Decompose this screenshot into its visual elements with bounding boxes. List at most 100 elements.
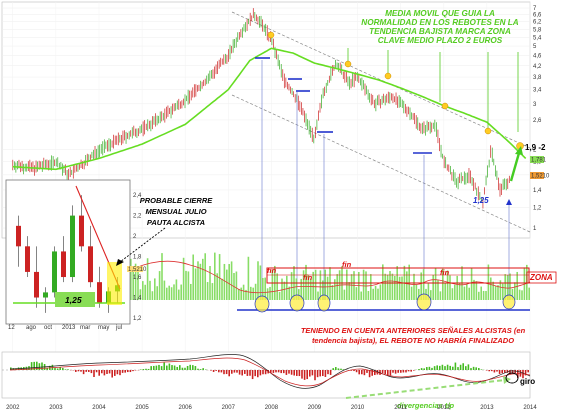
- oscillator-bar: [98, 370, 100, 376]
- oscillator-bar: [251, 370, 254, 380]
- y-tick-label: 2,6: [533, 118, 542, 124]
- oscillator-bar: [77, 370, 80, 372]
- volume-bar: [288, 286, 290, 300]
- y-tick-label: 1,4: [533, 188, 542, 194]
- volume-bar: [130, 258, 132, 300]
- volume-bar: [444, 283, 446, 300]
- volume-bar: [226, 269, 228, 300]
- oscillator-bar: [202, 368, 204, 370]
- oscillator-bar: [36, 361, 38, 370]
- oscillator-panel: [1, 351, 531, 399]
- x-tick-label: 2008: [265, 405, 279, 411]
- oscillator-bar: [374, 370, 376, 376]
- fin-label-1: fin: [267, 266, 277, 275]
- volume-bar: [204, 253, 206, 300]
- oscillator-bar: [337, 368, 340, 370]
- volume-bar: [314, 269, 317, 300]
- oscillator-bar: [254, 370, 256, 377]
- volume-bar: [451, 288, 454, 300]
- x-tick-label: 2007: [222, 405, 236, 411]
- probable-annotation: PROBABLE CIERRE MENSUAL JULIO PAUTA ALCI…: [140, 196, 214, 227]
- volume-bar: [334, 279, 336, 300]
- oscillator-bar: [85, 370, 87, 372]
- inset-y-tick: 1,6: [133, 275, 142, 281]
- oscillator-bar: [358, 370, 360, 375]
- volume-bar: [480, 286, 482, 300]
- volume-bar: [370, 274, 372, 300]
- y-tick-label: 6,6: [533, 13, 542, 19]
- oscillator-bar: [160, 366, 163, 370]
- oscillator-bar: [517, 370, 519, 378]
- oscillator-bar: [199, 369, 202, 370]
- oscillator-bar: [111, 370, 113, 378]
- oscillator-bar: [452, 366, 454, 370]
- inset-tag: 1,5210: [128, 267, 147, 273]
- volume-bar: [398, 276, 401, 300]
- oscillator-bar: [449, 365, 451, 370]
- oscillator-bar: [290, 370, 293, 375]
- oscillator-bar: [509, 370, 511, 374]
- probable-line-2: MENSUAL JULIO: [145, 207, 206, 216]
- oscillator-bar: [501, 370, 503, 374]
- oscillator-bar: [423, 368, 425, 370]
- oscillator-bar: [88, 370, 90, 372]
- volume-bar: [478, 291, 480, 300]
- volume-bar: [158, 271, 161, 300]
- volume-bar: [463, 286, 466, 300]
- volume-bar: [163, 280, 166, 300]
- volume-bar: [283, 281, 286, 300]
- volume-bar: [432, 274, 434, 300]
- inset-x-tick: 2013: [62, 325, 76, 331]
- oscillator-bar: [46, 367, 48, 370]
- note-line-1: TENIENDO EN CUENTA ANTERIORES SEÑALES AL…: [301, 326, 526, 335]
- volume-bar: [202, 258, 204, 300]
- oscillator-bar: [293, 370, 295, 376]
- oscillator-bar: [95, 370, 98, 373]
- oscillator-bar: [342, 369, 345, 370]
- volume-bar: [418, 288, 420, 300]
- y-tick-label: 5,8: [533, 27, 542, 33]
- volume-bar: [446, 270, 449, 300]
- volume-bar: [250, 286, 252, 300]
- volume-bar: [401, 276, 403, 300]
- inset-tag-bg: [127, 266, 143, 272]
- oscillator-bar: [478, 368, 480, 370]
- volume-bar: [362, 269, 365, 300]
- oscillator-bar: [189, 364, 191, 370]
- oscillator-bar: [436, 365, 438, 370]
- oscillator-bar: [93, 370, 95, 377]
- oscillator-bar: [498, 370, 501, 374]
- inset-candle: [43, 292, 48, 298]
- oscillator-bar: [244, 370, 246, 374]
- oscillator-bar: [238, 370, 241, 375]
- volume-bar: [386, 274, 389, 300]
- oscillator-bar: [168, 363, 171, 370]
- volume-bar: [434, 267, 437, 300]
- oscillator-bar: [246, 370, 249, 376]
- oscillator-bar: [171, 365, 173, 370]
- oscillator-bar: [114, 370, 116, 376]
- oscillator-bar: [426, 367, 428, 370]
- zona-label: ZONA: [529, 273, 553, 282]
- price-bars: [12, 8, 510, 209]
- volume-bar: [406, 271, 408, 300]
- volume-bar: [257, 261, 259, 300]
- oscillator-bar: [491, 370, 493, 372]
- volume-bar: [216, 273, 218, 300]
- volume-bar: [139, 289, 142, 300]
- volume-bar: [302, 270, 305, 300]
- volume-bar: [420, 272, 422, 300]
- x-tick-label: 2009: [308, 405, 322, 411]
- volume-bar: [468, 287, 470, 300]
- oscillator-bar: [361, 370, 363, 375]
- volume-bar: [454, 284, 456, 300]
- volume-bar: [305, 264, 307, 300]
- oscillator-bar: [459, 364, 462, 370]
- volume-bar: [329, 267, 331, 300]
- volume-bar: [240, 287, 242, 300]
- inset-x-tick: may: [98, 325, 109, 331]
- price-tag-top-bg: [530, 156, 544, 163]
- inset-candle: [97, 282, 102, 303]
- oscillator-bar: [275, 370, 277, 373]
- oscillator-bar: [124, 370, 126, 373]
